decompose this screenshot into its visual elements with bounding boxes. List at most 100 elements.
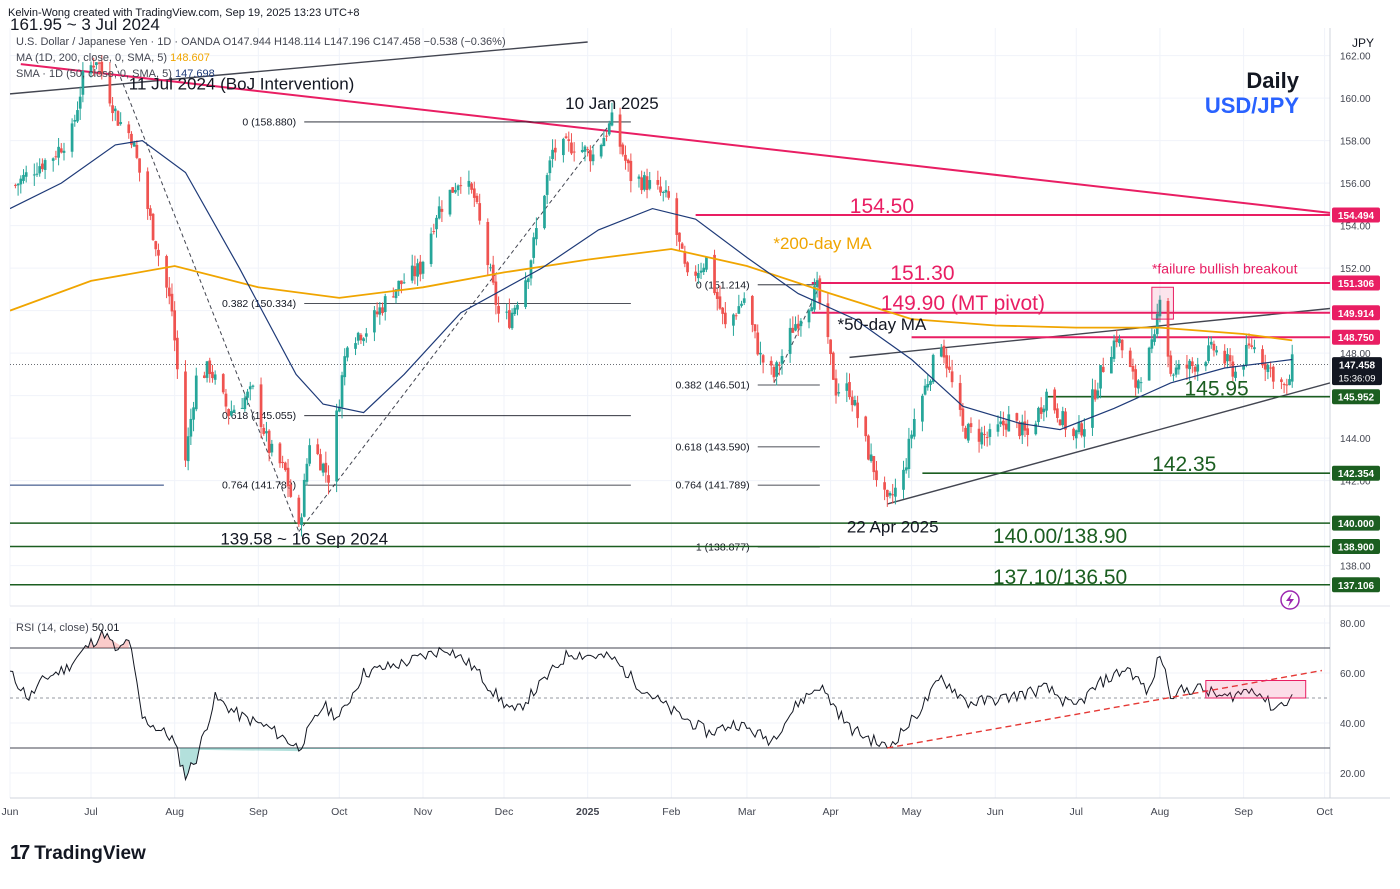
- candle-body: [421, 261, 425, 274]
- time-tick-label: Jun: [2, 806, 19, 818]
- candle-body: [775, 362, 778, 377]
- lightning-alert-icon[interactable]: [1280, 590, 1300, 610]
- candle-body: [116, 111, 120, 126]
- rsi-tick-label: 20.00: [1340, 769, 1365, 780]
- candle-body: [694, 271, 698, 276]
- candle-body: [1139, 382, 1143, 384]
- candle-body: [664, 189, 668, 193]
- candle-body: [202, 375, 206, 378]
- rsi-axis[interactable]: 20.00 40.00 60.00 80.00: [1340, 619, 1365, 780]
- candle-body: [721, 307, 724, 314]
- candle-body: [1134, 369, 1138, 388]
- candle-body: [1271, 366, 1275, 382]
- legend-sma50[interactable]: SMA · 1D (50, close, 0, SMA, 5) 147.698: [16, 68, 215, 80]
- candle-body: [451, 187, 455, 193]
- candle-body: [648, 180, 652, 189]
- candle-body: [259, 384, 263, 428]
- candle-body: [440, 208, 444, 212]
- candle-body: [1263, 363, 1267, 370]
- candle-body: [964, 427, 967, 439]
- price-tick-label: 156.00: [1340, 179, 1371, 190]
- level-price-tag-text: 154.494: [1338, 211, 1375, 222]
- candle-body: [335, 410, 338, 482]
- time-tick-label: Apr: [822, 806, 839, 818]
- candle-body: [1072, 428, 1075, 437]
- brand-name: TradingView: [34, 842, 146, 864]
- candle-body: [1020, 421, 1024, 436]
- level-price-tag: [1332, 539, 1380, 554]
- currency-label[interactable]: JPY: [1352, 36, 1374, 50]
- time-tick-label: Jul: [1070, 806, 1083, 818]
- candle-body: [1153, 334, 1156, 342]
- countdown-timer: 15:36:09: [1339, 374, 1376, 385]
- candle-body: [907, 438, 911, 470]
- candle-body: [435, 217, 438, 230]
- candle-body: [359, 334, 363, 341]
- candle-body: [562, 138, 565, 156]
- candle-body: [912, 418, 916, 437]
- candle-body: [157, 249, 160, 256]
- candle-body: [713, 254, 716, 294]
- tradingview-brand[interactable]: ⁠17 TradingView: [10, 842, 146, 865]
- candle-body: [988, 429, 992, 437]
- time-tick-label: Oct: [331, 806, 347, 818]
- candle-body: [1226, 354, 1229, 362]
- fib-level-label: 1 (138.877): [696, 541, 750, 553]
- candle-body: [22, 174, 25, 181]
- candle-body: [1193, 366, 1197, 372]
- legend-main[interactable]: U.S. Dollar / Japanese Yen · 1D · OANDA …: [16, 36, 506, 48]
- candle-body: [1185, 364, 1189, 369]
- candle-body: [645, 176, 649, 191]
- candle-body: [516, 304, 519, 310]
- candle-body: [961, 408, 965, 426]
- rsi-ascending-support-dashed: [887, 669, 1323, 749]
- rsi-grid: [9, 618, 1330, 798]
- candle-body: [472, 188, 476, 198]
- candle-body: [437, 206, 441, 219]
- candle-body: [308, 445, 311, 464]
- candle-body: [302, 479, 306, 517]
- candle-body: [289, 484, 293, 497]
- candle-body: [732, 314, 735, 326]
- time-axis[interactable]: Jun Jul Aug Sep Oct Nov Dec 2025 Feb Mar Apr May Jun…: [2, 806, 1333, 818]
- candle-body: [737, 306, 741, 314]
- candle-body: [929, 381, 932, 385]
- candle-body: [759, 352, 762, 355]
- rsi-legend[interactable]: RSI (14, close) 50.01: [16, 622, 119, 634]
- candle-body: [1212, 343, 1216, 351]
- candle-body: [1096, 390, 1100, 399]
- candle-body: [602, 138, 606, 147]
- candle-body: [1204, 362, 1208, 367]
- candle-body: [1172, 374, 1175, 376]
- candle-body: [667, 191, 671, 198]
- annotations: 161.95 ~ 3 Jul 2024 11 Jul 2024 (BoJ Inte…: [10, 15, 1298, 548]
- candle-body: [1015, 413, 1019, 421]
- candle-body: [221, 374, 225, 393]
- candle-body: [902, 469, 905, 490]
- legend-ma200[interactable]: MA (1D, 200, close, 0, SMA, 5) 148.607: [16, 52, 210, 64]
- time-tick-label: Oct: [1316, 806, 1332, 818]
- level-price-tag-text: 137.106: [1338, 581, 1375, 592]
- candle-body: [642, 175, 646, 190]
- chart-annotation: 139.58 ~ 16 Sep 2024: [220, 529, 388, 548]
- candle-body: [605, 135, 608, 137]
- candle-body: [54, 156, 58, 158]
- candle-body: [127, 124, 131, 134]
- level-price-tag: [1332, 329, 1380, 345]
- candle-body: [324, 462, 328, 473]
- candle-body: [478, 203, 482, 221]
- candle-body: [791, 327, 795, 333]
- candle-body: [394, 289, 398, 299]
- candle-body: [888, 492, 892, 496]
- candle-body: [532, 237, 536, 258]
- time-tick-label: Jun: [987, 806, 1004, 818]
- level-label: 151.30: [890, 262, 954, 285]
- level-price-tag-text: 140.000: [1338, 519, 1375, 530]
- time-tick-label: 2025: [576, 806, 600, 818]
- candles: [14, 54, 1294, 537]
- candle-body: [742, 298, 746, 303]
- price-tick-label: 138.00: [1340, 562, 1371, 573]
- candle-body: [589, 150, 592, 162]
- price-tick-label: 162.00: [1340, 52, 1371, 63]
